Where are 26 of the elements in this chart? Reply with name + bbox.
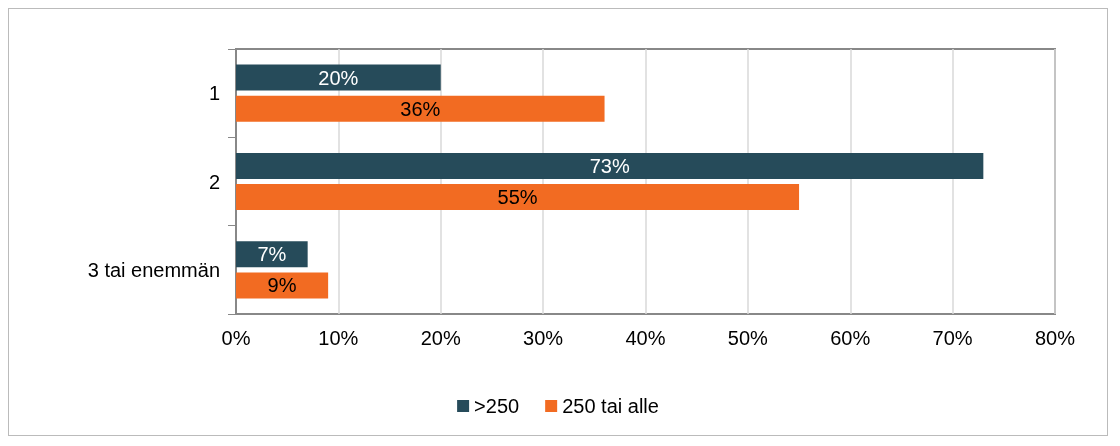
legend-label: 250 tai alle <box>562 395 659 417</box>
data-label: 73% <box>589 154 630 177</box>
bar <box>236 241 308 268</box>
legend-label: >250 <box>474 395 520 417</box>
y-tick-label: 1 <box>208 82 220 105</box>
x-tick-label: 20% <box>420 327 461 349</box>
bar <box>236 272 329 299</box>
bar <box>236 184 800 211</box>
y-tick-label: 3 tai enemmän <box>87 258 220 281</box>
x-tick-label: 80% <box>1034 327 1076 349</box>
x-tick-label: 40% <box>625 327 666 349</box>
data-label: 20% <box>318 66 359 89</box>
data-label: 9% <box>267 274 297 297</box>
data-label: 7% <box>257 243 287 266</box>
x-tick-label: 30% <box>523 327 564 349</box>
bar <box>236 64 441 91</box>
data-label: 36% <box>400 97 441 120</box>
x-tick-label: 60% <box>830 327 871 349</box>
y-tick-label: 2 <box>208 170 220 193</box>
x-tick-label: 70% <box>932 327 973 349</box>
x-tick-label: 50% <box>727 327 769 349</box>
bar <box>236 152 984 179</box>
data-label: 55% <box>497 186 538 209</box>
bar <box>236 95 605 122</box>
x-tick-label: 10% <box>318 327 359 349</box>
x-tick-label: 0% <box>221 327 251 349</box>
